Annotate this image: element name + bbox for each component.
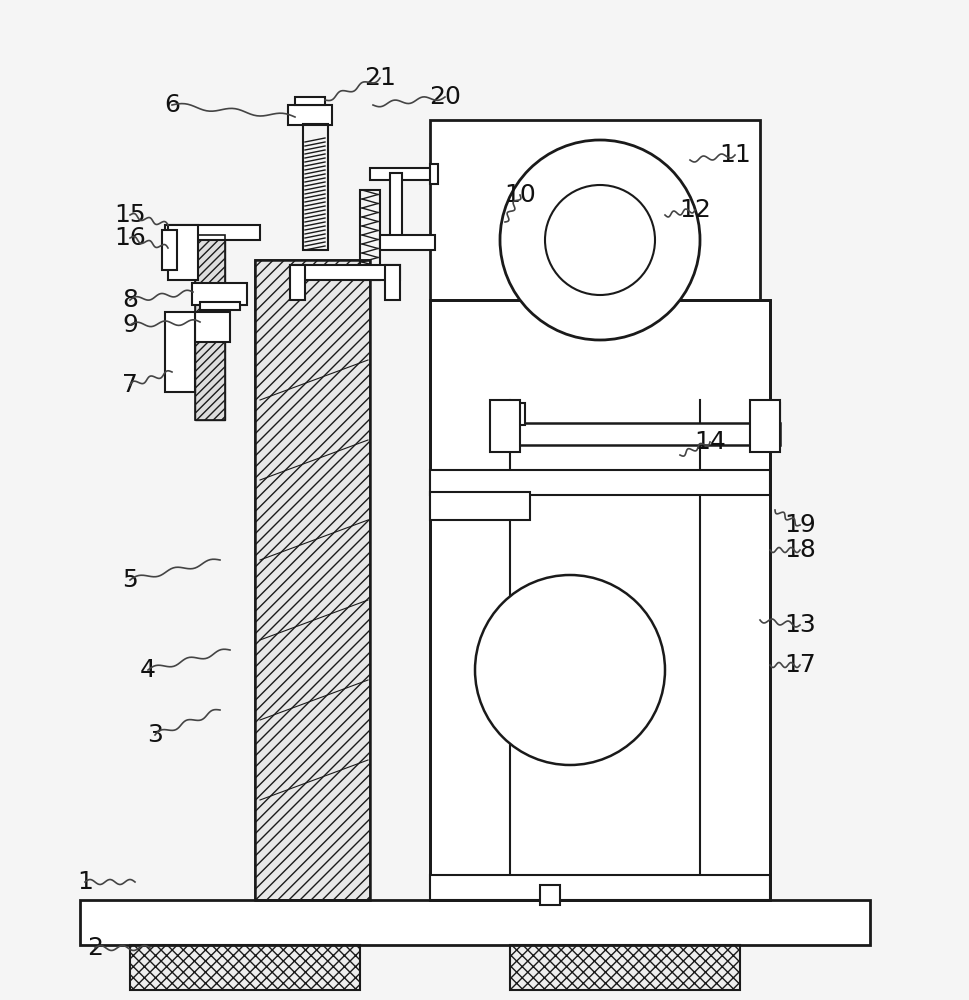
- Text: 1: 1: [78, 870, 93, 894]
- Bar: [162, 230, 177, 270]
- Bar: [500, 423, 780, 445]
- Bar: [303, 124, 328, 250]
- Bar: [385, 265, 400, 300]
- Bar: [288, 105, 332, 125]
- Bar: [80, 900, 870, 945]
- Bar: [430, 164, 438, 184]
- Circle shape: [475, 575, 665, 765]
- Bar: [130, 945, 360, 990]
- Text: 5: 5: [122, 568, 138, 592]
- Text: 20: 20: [429, 85, 461, 109]
- Bar: [360, 190, 380, 280]
- Bar: [430, 492, 530, 520]
- Bar: [168, 225, 198, 280]
- Text: 11: 11: [719, 143, 751, 167]
- Bar: [290, 265, 400, 280]
- Text: 2: 2: [87, 936, 103, 960]
- Bar: [490, 400, 520, 452]
- Bar: [255, 260, 370, 900]
- Text: 17: 17: [784, 653, 816, 677]
- Bar: [540, 885, 560, 905]
- Text: 14: 14: [694, 430, 726, 454]
- Bar: [430, 470, 770, 495]
- Text: 10: 10: [504, 183, 536, 207]
- Text: 7: 7: [122, 373, 138, 397]
- Text: 9: 9: [122, 313, 138, 337]
- Text: 21: 21: [364, 66, 396, 90]
- Bar: [255, 260, 370, 900]
- Circle shape: [500, 140, 700, 340]
- Bar: [290, 265, 305, 300]
- Bar: [170, 316, 190, 388]
- Text: 19: 19: [784, 513, 816, 537]
- Bar: [750, 400, 780, 452]
- Bar: [430, 300, 770, 900]
- Bar: [510, 945, 740, 990]
- Bar: [430, 875, 770, 900]
- Bar: [430, 300, 770, 900]
- Text: 3: 3: [147, 723, 163, 747]
- Bar: [195, 312, 230, 342]
- Bar: [192, 283, 247, 305]
- Bar: [130, 945, 360, 990]
- Bar: [755, 403, 780, 425]
- Bar: [165, 225, 260, 240]
- Bar: [195, 235, 225, 420]
- Text: 13: 13: [784, 613, 816, 637]
- Bar: [165, 312, 195, 392]
- Bar: [390, 173, 402, 238]
- Bar: [380, 235, 435, 250]
- Bar: [200, 302, 240, 310]
- Bar: [430, 120, 760, 400]
- Text: 6: 6: [164, 93, 180, 117]
- Text: 8: 8: [122, 288, 138, 312]
- Text: 12: 12: [679, 198, 711, 222]
- Bar: [510, 945, 740, 990]
- Circle shape: [545, 185, 655, 295]
- Bar: [500, 403, 525, 425]
- Text: 16: 16: [114, 226, 146, 250]
- Text: 15: 15: [114, 203, 145, 227]
- Bar: [295, 97, 325, 105]
- Text: 4: 4: [140, 658, 156, 682]
- Text: 18: 18: [784, 538, 816, 562]
- Bar: [195, 235, 225, 420]
- Bar: [370, 168, 435, 180]
